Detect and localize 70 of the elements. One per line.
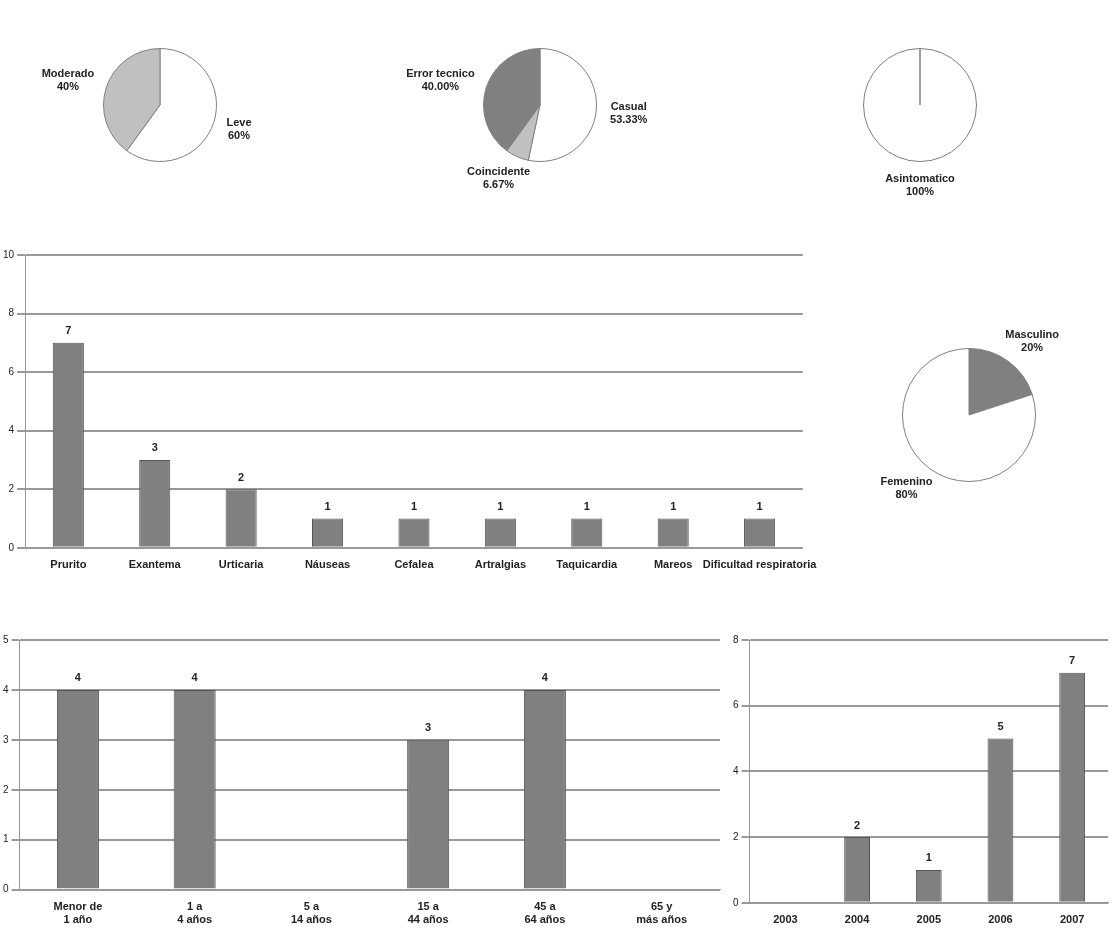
x-tick-label: 2007 bbox=[1059, 913, 1085, 926]
x-tick-label: 1 a 4 años bbox=[177, 900, 213, 926]
x-tick-label: 5 a 14 años bbox=[290, 900, 332, 926]
x-tick-label: Exantema bbox=[128, 558, 182, 571]
y-tick-label: 1 bbox=[3, 833, 9, 845]
x-tick-label: Artralgias bbox=[474, 558, 527, 571]
slice-label: Moderado bbox=[41, 66, 95, 79]
y-tick-label: 6 bbox=[8, 365, 15, 377]
x-tick-label: 2004 bbox=[844, 913, 871, 926]
data-label: 1 bbox=[925, 851, 932, 864]
data-label: 3 bbox=[425, 721, 432, 734]
x-tick-label: 45 a 64 años bbox=[524, 900, 566, 926]
data-label: 7 bbox=[1069, 654, 1076, 667]
data-label: 7 bbox=[65, 324, 72, 337]
y-tick-label: 6 bbox=[733, 699, 739, 711]
x-tick-label: Taquicardia bbox=[556, 558, 619, 571]
x-tick-label: Urticaria bbox=[218, 558, 265, 571]
slice-label: Leve bbox=[226, 116, 252, 129]
data-label: 2 bbox=[854, 818, 861, 831]
data-label: 4 bbox=[541, 671, 549, 684]
slice-label: Error tecnico bbox=[406, 66, 475, 79]
data-label: 20% bbox=[1021, 341, 1044, 354]
x-tick-label: Menor de 1 año bbox=[53, 900, 103, 926]
x-tick-label: 65 y más años bbox=[636, 900, 688, 926]
y-tick-label: 4 bbox=[733, 765, 739, 777]
y-tick-label: 0 bbox=[3, 883, 9, 895]
data-label: 100% bbox=[905, 185, 935, 198]
y-tick-label: 4 bbox=[3, 683, 9, 695]
x-tick-label: 2003 bbox=[773, 913, 798, 926]
data-label: 60% bbox=[227, 129, 251, 142]
slice-label: Coincidente bbox=[467, 165, 531, 178]
x-tick-label: 15 a 44 años bbox=[407, 900, 449, 926]
data-label: 1 bbox=[410, 500, 418, 513]
y-tick-label: 2 bbox=[3, 783, 9, 795]
slice-label: Femenino bbox=[880, 474, 933, 487]
y-tick-label: 8 bbox=[733, 633, 739, 645]
y-tick-label: 8 bbox=[8, 307, 15, 319]
data-label: 53.33% bbox=[610, 112, 648, 125]
y-tick-label: 3 bbox=[3, 733, 9, 745]
x-tick-label: Cefalea bbox=[394, 558, 435, 571]
y-tick-label: 0 bbox=[733, 896, 739, 908]
y-tick-label: 0 bbox=[8, 541, 15, 553]
x-tick-label: Náuseas bbox=[304, 558, 351, 571]
y-tick-label: 4 bbox=[8, 424, 15, 436]
data-label: 3 bbox=[151, 441, 158, 454]
data-label: 1 bbox=[756, 500, 763, 513]
data-label: 40% bbox=[56, 79, 80, 92]
data-label: 40.00% bbox=[421, 79, 460, 92]
data-label: 1 bbox=[497, 500, 504, 513]
y-tick-label: 2 bbox=[733, 830, 739, 842]
y-tick-label: 5 bbox=[3, 633, 9, 645]
data-label: 1 bbox=[324, 500, 331, 513]
data-label: 2 bbox=[238, 470, 245, 483]
x-tick-label: Dificultad respiratoria bbox=[702, 558, 818, 571]
data-label: 5 bbox=[997, 720, 1004, 733]
x-tick-label: Prurito bbox=[50, 558, 87, 571]
data-label: 1 bbox=[670, 500, 677, 513]
data-label: 6.67% bbox=[482, 178, 515, 191]
x-tick-label: 2006 bbox=[988, 913, 1013, 926]
slice-label: Casual bbox=[610, 99, 647, 112]
x-tick-label: Mareos bbox=[653, 558, 693, 571]
data-label: 4 bbox=[74, 671, 82, 684]
data-label: 4 bbox=[191, 671, 199, 684]
y-tick-label: 2 bbox=[8, 482, 15, 494]
data-label: 80% bbox=[895, 487, 918, 500]
x-tick-label: 2005 bbox=[916, 913, 942, 926]
slice-label: Asintomatico bbox=[885, 172, 956, 185]
slice-label: Masculino bbox=[1005, 328, 1060, 341]
data-label: 1 bbox=[583, 500, 590, 513]
y-tick-label: 10 bbox=[3, 248, 15, 260]
